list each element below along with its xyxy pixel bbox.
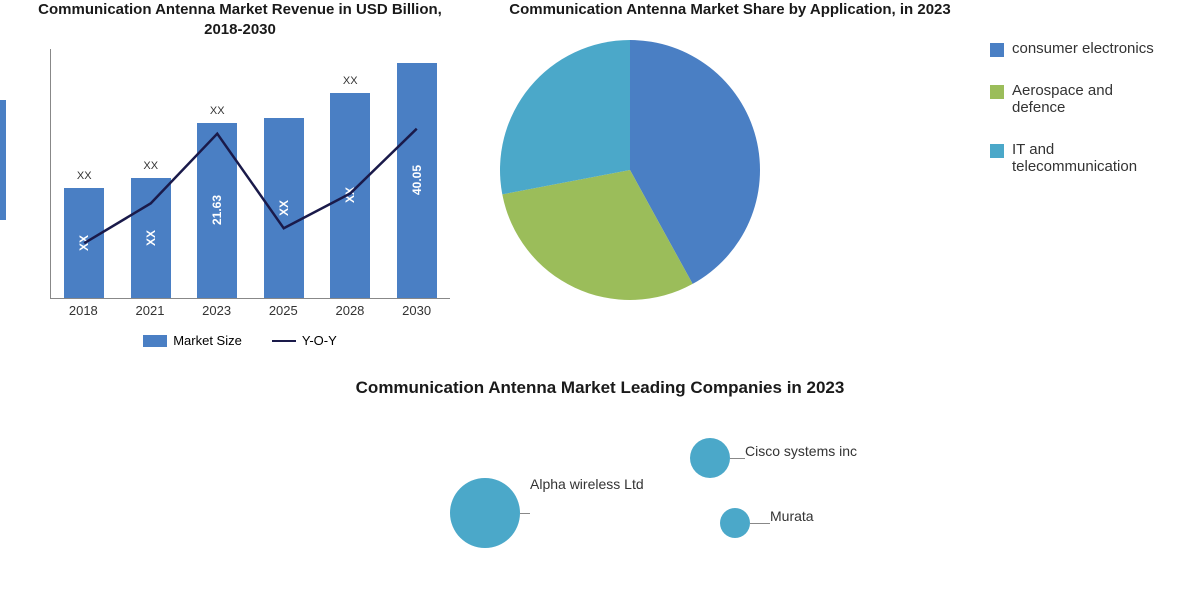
legend-bar-label: Market Size — [173, 333, 242, 348]
top-row: Communication Antenna Market Revenue in … — [30, 0, 1170, 348]
bar: 21.63 — [197, 123, 237, 298]
bar-value-label: XX — [144, 230, 158, 246]
bar-group: XXXX — [325, 93, 375, 298]
bubble-chart: Alpha wireless Ltd Cisco systems inc Murat… — [250, 428, 950, 548]
legend-bar-swatch — [143, 335, 167, 347]
bar-group: XXXX — [59, 188, 109, 298]
bubble-connector — [730, 458, 745, 459]
bar-chart-section: Communication Antenna Market Revenue in … — [30, 0, 450, 348]
bar-top-label: XX — [210, 105, 225, 117]
bar: XX — [64, 188, 104, 298]
bar-group: XX — [259, 118, 309, 298]
bar: 40.05 — [397, 63, 437, 298]
x-label: 2030 — [392, 303, 442, 318]
legend-line-swatch — [272, 340, 296, 342]
x-label: 2018 — [58, 303, 108, 318]
pie-legend: consumer electronics Aerospace and defenc… — [990, 0, 1170, 348]
pie-chart-title: Communication Antenna Market Share by Ap… — [490, 0, 970, 20]
pie-legend-label: IT and telecommunication — [1012, 141, 1170, 175]
bar-value-label: 21.63 — [210, 195, 224, 225]
bars-container: XXXXXXXXXX21.63XXXXXX40.05 — [51, 49, 450, 298]
company-label: Murata — [770, 508, 814, 524]
bar-group: 40.05 — [392, 63, 442, 298]
bubble-connector — [520, 513, 530, 514]
bar-value-label: XX — [343, 187, 357, 203]
pie-legend-item: Aerospace and defence — [990, 82, 1170, 116]
bar-top-label: XX — [77, 170, 92, 182]
pie-legend-swatch — [990, 43, 1004, 57]
company-bubble — [690, 438, 730, 478]
main-container: Communication Antenna Market Revenue in … — [0, 0, 1200, 548]
bar: XX — [131, 178, 171, 298]
company-label: Cisco systems inc — [745, 443, 857, 459]
company-label: Alpha wireless Ltd — [530, 476, 644, 492]
x-label: 2021 — [125, 303, 175, 318]
companies-title: Communication Antenna Market Leading Com… — [30, 378, 1170, 398]
bar: XX — [264, 118, 304, 298]
x-label: 2028 — [325, 303, 375, 318]
left-accent-bar — [0, 100, 6, 220]
pie-chart-section: Communication Antenna Market Share by Ap… — [490, 0, 1170, 348]
pie-legend-item: consumer electronics — [990, 40, 1170, 57]
bar-top-label: XX — [143, 160, 158, 172]
company-bubble — [450, 478, 520, 548]
x-label: 2025 — [258, 303, 308, 318]
pie-legend-swatch — [990, 144, 1004, 158]
pie-legend-label: consumer electronics — [1012, 40, 1154, 57]
legend-yoy: Y-O-Y — [272, 333, 337, 348]
bar-value-label: XX — [277, 200, 291, 216]
pie-legend-item: IT and telecommunication — [990, 141, 1170, 175]
bar-top-label: XX — [343, 75, 358, 87]
bar-value-label: XX — [77, 235, 91, 251]
bar-chart-title: Communication Antenna Market Revenue in … — [30, 0, 450, 39]
legend-line-label: Y-O-Y — [302, 333, 337, 348]
bar: XX — [330, 93, 370, 298]
bar-group: XX21.63 — [192, 123, 242, 298]
pie-chart-wrap — [490, 30, 770, 310]
company-bubble — [720, 508, 750, 538]
pie-legend-label: Aerospace and defence — [1012, 82, 1170, 116]
bar-chart-area: XXXXXXXXXX21.63XXXXXX40.05 — [50, 49, 450, 299]
companies-section: Communication Antenna Market Leading Com… — [30, 378, 1170, 548]
bar-chart-legend: Market Size Y-O-Y — [30, 333, 450, 348]
pie-slice — [500, 40, 630, 194]
bar-value-label: 40.05 — [410, 165, 424, 195]
x-label: 2023 — [192, 303, 242, 318]
pie-svg — [490, 30, 770, 310]
legend-market-size: Market Size — [143, 333, 242, 348]
x-axis-labels: 2018 2021 2023 2025 2028 2030 — [50, 303, 450, 318]
bubble-connector — [750, 523, 770, 524]
pie-legend-swatch — [990, 85, 1004, 99]
bar-group: XXXX — [126, 178, 176, 298]
